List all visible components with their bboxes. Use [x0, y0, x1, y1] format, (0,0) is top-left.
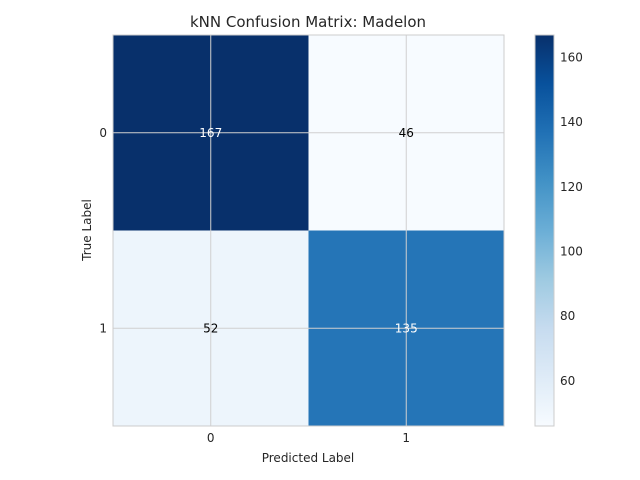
heatmap-cells — [113, 35, 504, 426]
colorbar-tick-label-140: 140 — [560, 115, 583, 129]
x-axis-label: Predicted Label — [262, 451, 355, 465]
x-tick-label-0: 0 — [207, 431, 215, 445]
cell-labels: 167 46 52 135 — [199, 126, 417, 336]
cell-value-0-1: 46 — [399, 126, 414, 140]
heatmap-gridlines — [113, 35, 504, 426]
y-axis-label: True Label — [80, 199, 94, 262]
cell-value-1-0: 52 — [203, 321, 218, 335]
x-tick-label-1: 1 — [402, 431, 410, 445]
colorbar-tick-label-80: 80 — [560, 309, 575, 323]
colorbar-ticks: 60 80 100 120 140 160 — [560, 51, 583, 388]
colorbar-tick-label-120: 120 — [560, 180, 583, 194]
cell-value-1-1: 135 — [395, 321, 418, 335]
colorbar — [534, 34, 555, 427]
chart-title: kNN Confusion Matrix: Madelon — [190, 13, 426, 31]
y-tick-label-1: 1 — [99, 321, 107, 335]
colorbar-tick-label-160: 160 — [560, 51, 583, 65]
cell-value-0-0: 167 — [199, 126, 222, 140]
colorbar-tick-label-100: 100 — [560, 245, 583, 259]
y-tick-label-0: 0 — [99, 126, 107, 140]
colorbar-tick-label-60: 60 — [560, 374, 575, 388]
y-axis-ticks: 01 — [99, 126, 107, 336]
plot-frame — [112, 34, 505, 427]
